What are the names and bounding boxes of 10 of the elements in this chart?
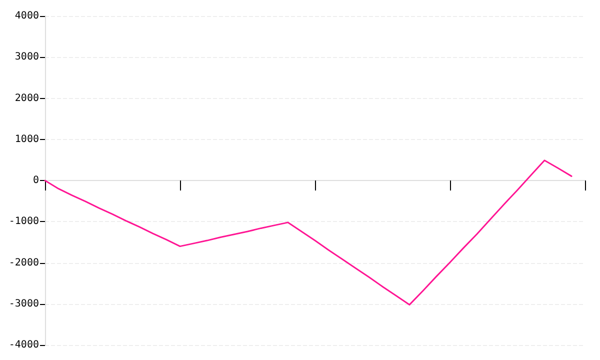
- y-tick-label: -1000: [8, 216, 39, 228]
- y-tick-label: 2000: [14, 92, 39, 104]
- y-tick-label: 4000: [14, 10, 39, 22]
- y-tick-label: -4000: [8, 340, 39, 350]
- y-tick-label: -2000: [8, 257, 39, 268]
- line-series: [44, 160, 572, 306]
- y-tick-label: 1000: [14, 134, 39, 145]
- y-tick-label: 0: [32, 175, 39, 186]
- y-tick-label: -3000: [8, 298, 39, 310]
- y-tick-label: 3000: [14, 52, 39, 63]
